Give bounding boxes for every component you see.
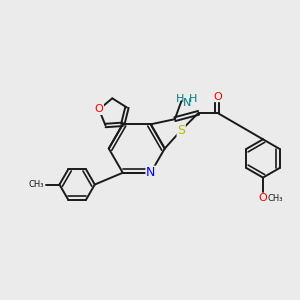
Text: H: H xyxy=(189,94,197,104)
Text: S: S xyxy=(177,124,185,137)
Text: N: N xyxy=(146,166,155,179)
Text: N: N xyxy=(182,98,191,108)
Text: O: O xyxy=(259,193,267,203)
Text: H: H xyxy=(176,94,184,104)
Text: O: O xyxy=(94,104,103,115)
Text: O: O xyxy=(213,92,222,102)
Text: CH₃: CH₃ xyxy=(268,194,283,203)
Text: CH₃: CH₃ xyxy=(28,180,44,189)
